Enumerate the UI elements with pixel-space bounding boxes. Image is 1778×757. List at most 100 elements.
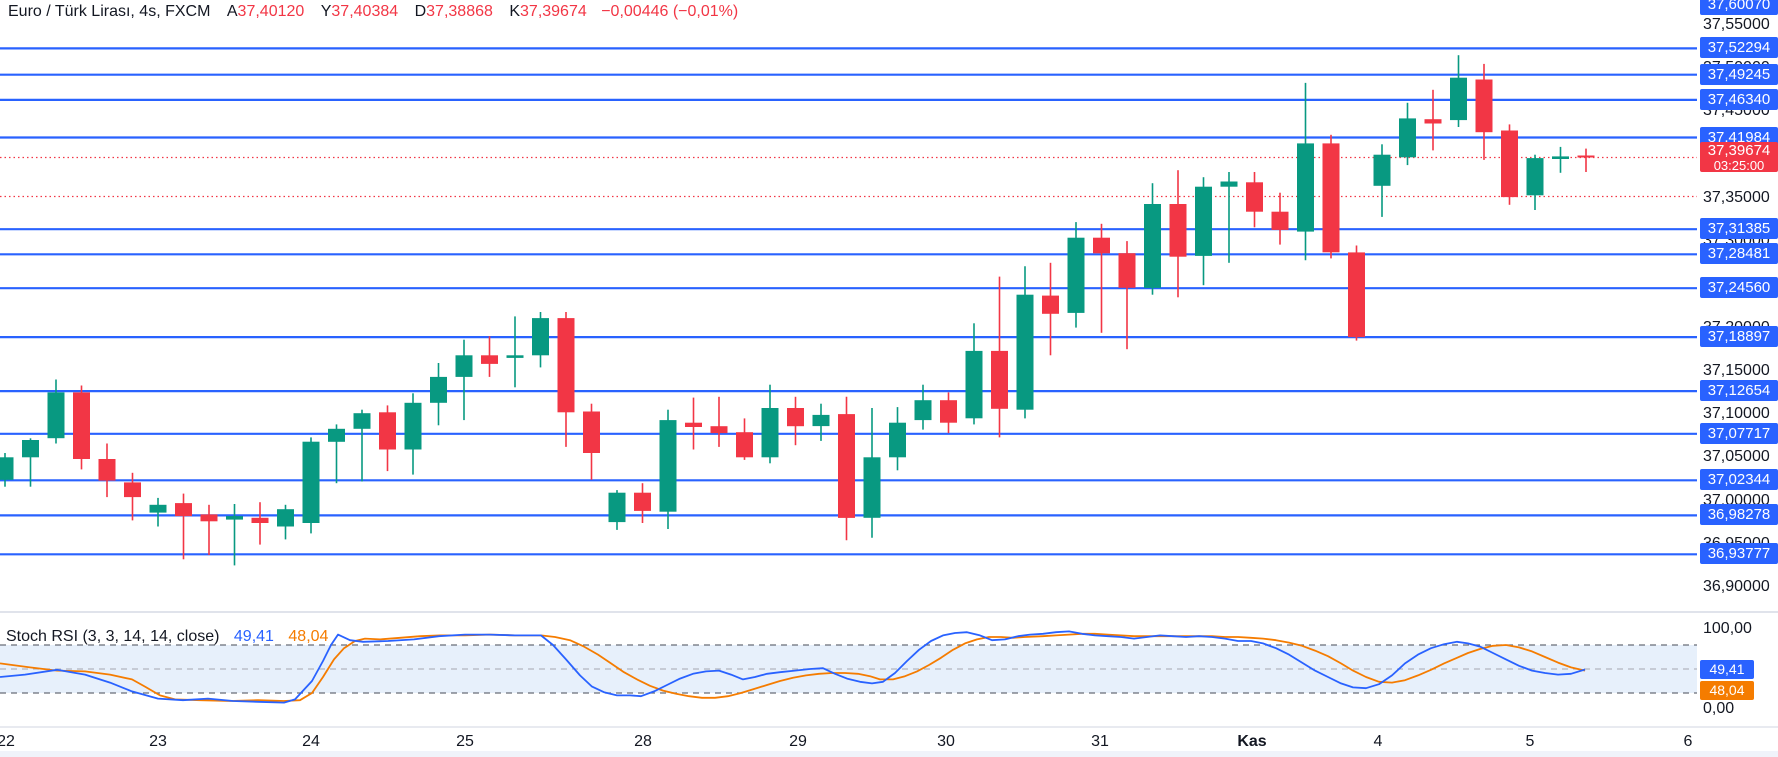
time-axis-label: 6	[1683, 733, 1693, 750]
candle-body	[659, 420, 677, 512]
price-level-badge: 37,02344	[1700, 469, 1778, 491]
candle-body	[863, 457, 881, 518]
time-axis-label: 4	[1373, 733, 1383, 750]
candle-body	[1577, 155, 1595, 158]
candle-body	[379, 412, 396, 450]
indicator-legend[interactable]: Stoch RSI (3, 3, 14, 14, close) 49,41 48…	[6, 628, 328, 646]
time-axis-label: 22	[0, 733, 15, 750]
candle-body	[481, 355, 498, 364]
candle-body	[73, 392, 90, 459]
stoch-scale-bottom: 0,00	[1703, 700, 1735, 717]
time-axis-label: 23	[149, 733, 167, 750]
candle-body	[634, 492, 651, 511]
candle-body	[175, 503, 192, 517]
candle-body	[1424, 119, 1442, 124]
candle-body	[1195, 186, 1212, 256]
time-axis-label: 29	[789, 733, 807, 750]
price-level-badge: 37,31385	[1700, 218, 1778, 240]
close-value: 37,39674	[520, 3, 587, 20]
price-level-badge: 37,24560	[1700, 277, 1778, 299]
candle-body	[1016, 294, 1034, 410]
high-value: 37,40384	[331, 3, 399, 20]
close-label: K	[509, 3, 521, 20]
price-level-badge: 37,46340	[1700, 88, 1778, 110]
time-axis-label: 31	[1091, 733, 1109, 750]
candle-body	[0, 457, 14, 480]
time-axis-label: 28	[634, 733, 652, 750]
stoch-d-value: 48,04	[288, 628, 329, 645]
open-label: A	[226, 3, 238, 20]
price-level-badge: 37,52294	[1700, 37, 1778, 59]
chart-legend: Euro / Türk Lirası, 4s, FXCM A37,40120 Y…	[8, 3, 738, 21]
candle-body	[557, 318, 575, 413]
change-value: −0,00446 (−0,01%)	[601, 3, 739, 20]
time-axis[interactable]: 22 23 24 25 28 29 30 31 Kas 4 5 6	[0, 728, 1778, 757]
candle-body	[149, 504, 167, 513]
time-axis-label: 5	[1525, 733, 1535, 750]
candle-body	[277, 509, 294, 527]
candle-body	[200, 514, 218, 522]
candle-body	[226, 516, 243, 520]
open-value: 37,40120	[237, 3, 305, 20]
candle-body	[1526, 158, 1544, 196]
candle-body	[940, 400, 957, 423]
candle-body	[1246, 182, 1263, 212]
candle-body	[353, 413, 371, 429]
time-axis-label: 30	[937, 733, 955, 750]
candle-body	[506, 355, 524, 358]
time-axis-label: 24	[302, 733, 320, 750]
candle-body	[838, 414, 855, 518]
candle-body	[965, 350, 983, 419]
candle-body	[761, 408, 779, 458]
last-price-badge: 37,39674 03:25:00	[1700, 142, 1778, 174]
price-level-badge: 37,28481	[1700, 243, 1778, 265]
candle-body	[22, 440, 39, 458]
candle-body	[1475, 79, 1493, 133]
candle-body	[124, 482, 141, 498]
candle-body	[787, 408, 804, 427]
candle-body	[1450, 77, 1467, 121]
candle-body	[430, 376, 447, 403]
price-level-badge: 36,93777	[1700, 543, 1778, 565]
high-label: Y	[320, 3, 332, 20]
price-tick-label: 36,90000	[1703, 577, 1770, 595]
candle-body	[251, 517, 269, 523]
stoch-k-value: 49,41	[233, 628, 274, 645]
bottom-strip	[0, 751, 1778, 757]
candle-body	[1067, 237, 1085, 313]
last-price-value: 37,39674	[1707, 142, 1771, 160]
price-level-badge: 37,49245	[1700, 63, 1778, 85]
price-scale[interactable]: 37,5500037,5000037,4500037,3500037,30000…	[1700, 0, 1778, 757]
candle-body	[455, 355, 473, 377]
stoch-scale-top: 100,00	[1703, 620, 1752, 637]
stoch-k-line	[0, 630, 1586, 704]
price-level-badge: 37,60070	[1700, 0, 1778, 15]
candle-body	[736, 432, 753, 458]
candle-body	[583, 411, 600, 453]
candle-body	[1373, 154, 1391, 186]
price-level-badge: 37,12654	[1700, 380, 1778, 402]
candle-body	[98, 459, 116, 481]
stoch-k-badge: 49,41	[1700, 660, 1754, 679]
price-level-badge: 37,18897	[1700, 326, 1778, 348]
candle-body	[991, 350, 1008, 409]
candle-body	[1093, 237, 1110, 254]
symbol-title[interactable]: Euro / Türk Lirası, 4s, FXCM	[8, 3, 211, 20]
price-tick-label: 37,05000	[1703, 448, 1770, 466]
candle-body	[1297, 143, 1314, 232]
candle-body	[532, 318, 549, 356]
candle-body	[914, 400, 932, 421]
low-value: 37,38868	[426, 3, 493, 20]
price-level-badge: 37,41984	[1700, 126, 1778, 148]
stoch-d-badge: 48,04	[1700, 681, 1754, 700]
candle-body	[404, 402, 422, 450]
candle-body	[1169, 204, 1187, 257]
price-tick-label: 37,10000	[1703, 405, 1770, 423]
price-level-badge: 37,07717	[1700, 422, 1778, 444]
candle-body	[1271, 211, 1289, 230]
time-axis-label: Kas	[1237, 733, 1267, 750]
last-price-time: 03:25:00	[1713, 158, 1765, 174]
candle-body	[1322, 143, 1340, 253]
